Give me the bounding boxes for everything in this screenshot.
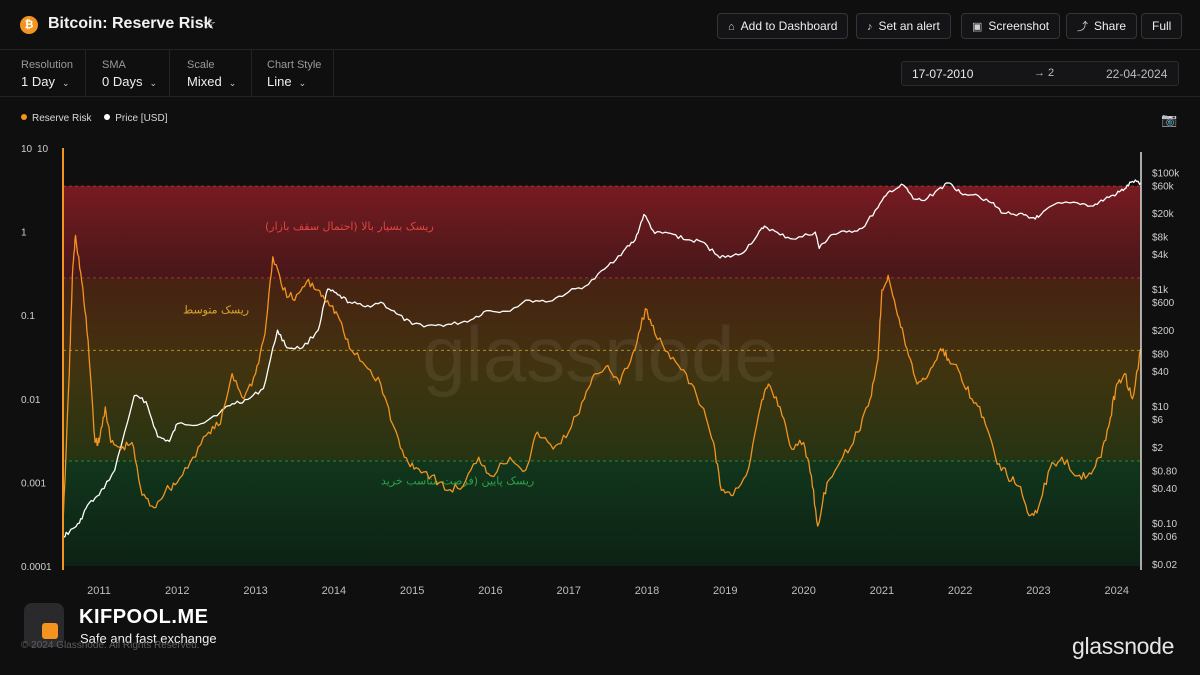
x-tick-label: 2017 bbox=[556, 585, 580, 597]
right-tick-label: $4k bbox=[1152, 250, 1169, 261]
bitcoin-icon: ₿ bbox=[20, 16, 38, 34]
camera-icon[interactable]: 📷 bbox=[1161, 112, 1178, 127]
zone-label-2: ریسک پایین (فرصت مناسب خرید bbox=[381, 474, 534, 487]
right-tick-label: $6 bbox=[1152, 415, 1164, 426]
x-tick-label: 2018 bbox=[635, 585, 659, 597]
kifpool-logo bbox=[24, 603, 64, 647]
date-end[interactable]: 22-04-2024 bbox=[1106, 67, 1168, 81]
right-tick-label: $40 bbox=[1152, 367, 1169, 378]
right-tick-label: $20k bbox=[1152, 209, 1175, 220]
right-tick-label: $100k bbox=[1152, 168, 1180, 179]
right-tick-label: $60k bbox=[1152, 181, 1175, 192]
left-tick-label: 1 bbox=[21, 228, 27, 239]
legend-dot-icon bbox=[104, 114, 111, 120]
page-title: Bitcoin: Reserve Risk bbox=[48, 15, 213, 32]
right-tick-label: $0.80 bbox=[1152, 466, 1177, 477]
star-icon[interactable]: ☆ bbox=[202, 16, 217, 33]
reserve-risk-line bbox=[62, 234, 1142, 527]
share-icon: ⤴ bbox=[1077, 21, 1088, 33]
x-tick-label: 2012 bbox=[165, 585, 189, 597]
x-tick-label: 2013 bbox=[243, 585, 267, 597]
right-tick-label: $80 bbox=[1152, 349, 1169, 360]
add-to-dashboard-button[interactable]: ⌂ Add to Dashboard bbox=[717, 13, 849, 39]
x-tick-label: 2023 bbox=[1026, 585, 1050, 597]
right-tick-label: $1k bbox=[1152, 285, 1169, 296]
full-button[interactable]: Full bbox=[1141, 13, 1183, 39]
watermark-text: glassnode bbox=[422, 310, 778, 398]
right-tick-label: $0.06 bbox=[1152, 532, 1177, 543]
left-tick-label: 0.0001 bbox=[21, 562, 52, 573]
camera-icon: ▣ bbox=[972, 21, 983, 33]
controls-bar: Resolution 1 Day ⌄ SMA 0 Days ⌄ Scale Mixe… bbox=[0, 50, 1200, 97]
share-button[interactable]: ⤴ Share bbox=[1066, 13, 1138, 39]
scale-select[interactable]: Scale Mixed ⌄ bbox=[170, 50, 252, 96]
kifpool-tagline: Safe and fast exchange bbox=[80, 631, 217, 646]
set-alert-button[interactable]: ♪ Set an alert bbox=[856, 13, 951, 39]
dashboard-icon: ⌂ bbox=[728, 21, 735, 33]
zone-label-1: ریسک متوسط bbox=[183, 303, 249, 316]
glassnode-logo: glassnode bbox=[1072, 633, 1175, 659]
right-tick-label: $10 bbox=[1152, 402, 1169, 413]
left-tick-label: 0.01 bbox=[21, 395, 41, 406]
chevron-down-icon: ⌄ bbox=[228, 78, 237, 88]
legend-item-reserve-risk[interactable]: Reserve Risk bbox=[21, 113, 91, 124]
screenshot-button[interactable]: ▣ Screenshot bbox=[961, 13, 1061, 39]
price-line bbox=[62, 179, 1142, 538]
chart-style-select[interactable]: Chart Style Line ⌄ bbox=[252, 50, 334, 96]
right-tick-label: $0.10 bbox=[1152, 519, 1177, 530]
risk-zone-1 bbox=[63, 277, 1141, 462]
right-tick-label: $8k bbox=[1152, 232, 1169, 243]
chevron-down-icon: ⌄ bbox=[149, 78, 158, 88]
legend-dot-icon bbox=[21, 114, 27, 120]
chevron-down-icon: ⌄ bbox=[61, 78, 70, 88]
right-tick-label: $0.40 bbox=[1152, 484, 1177, 495]
bell-icon: ♪ bbox=[867, 21, 873, 33]
left-tick-label: 0.001 bbox=[21, 478, 46, 489]
right-tick-label: $0.02 bbox=[1152, 560, 1177, 571]
x-tick-label: 2019 bbox=[713, 585, 737, 597]
date-start[interactable]: 17-07-2010 bbox=[912, 67, 974, 81]
chart-legend: Reserve Risk Price [USD] bbox=[21, 113, 177, 124]
x-tick-label: 2014 bbox=[322, 585, 346, 597]
risk-zone-2 bbox=[63, 461, 1141, 566]
kifpool-name: KIFPOOL.ME bbox=[79, 606, 209, 628]
right-tick-label: $200 bbox=[1152, 326, 1175, 337]
zone-label-0: ریسک بسیار بالا (احتمال سقف بازار) bbox=[265, 220, 434, 233]
right-tick-label: $2 bbox=[1152, 443, 1164, 454]
legend-item-price[interactable]: Price [USD] bbox=[104, 113, 167, 124]
left-axis-top-label: 10 bbox=[37, 144, 49, 155]
right-tick-label: $600 bbox=[1152, 298, 1175, 309]
x-tick-label: 2024 bbox=[1104, 585, 1128, 597]
left-tick-label: 0.1 bbox=[21, 311, 35, 322]
reserve-risk-chart: glassnode ریسک بسیار بالا (احتمال سقف با… bbox=[21, 144, 1180, 597]
left-tick-label: 10 bbox=[21, 144, 33, 155]
header-bar: ₿ Bitcoin: Reserve Risk ☆ ⌂ Add to Dashbo… bbox=[0, 0, 1200, 50]
chevron-down-icon: ⌄ bbox=[298, 78, 307, 88]
x-tick-label: 2016 bbox=[478, 585, 502, 597]
risk-zone-0 bbox=[63, 186, 1141, 278]
x-tick-label: 2021 bbox=[870, 585, 894, 597]
date-range-picker[interactable]: 17-07-2010 → 2 22-04-2024 bbox=[901, 61, 1179, 86]
x-tick-label: 2011 bbox=[87, 585, 111, 597]
x-tick-label: 2020 bbox=[791, 585, 815, 597]
x-tick-label: 2015 bbox=[400, 585, 424, 597]
x-tick-label: 2022 bbox=[948, 585, 972, 597]
copyright-text: © 2024 Glassnode. All Rights Reserved. bbox=[21, 640, 200, 651]
sma-select[interactable]: SMA 0 Days ⌄ bbox=[86, 50, 170, 96]
arrow-right-icon: → 2 bbox=[1034, 67, 1055, 79]
resolution-select[interactable]: Resolution 1 Day ⌄ bbox=[0, 50, 86, 96]
